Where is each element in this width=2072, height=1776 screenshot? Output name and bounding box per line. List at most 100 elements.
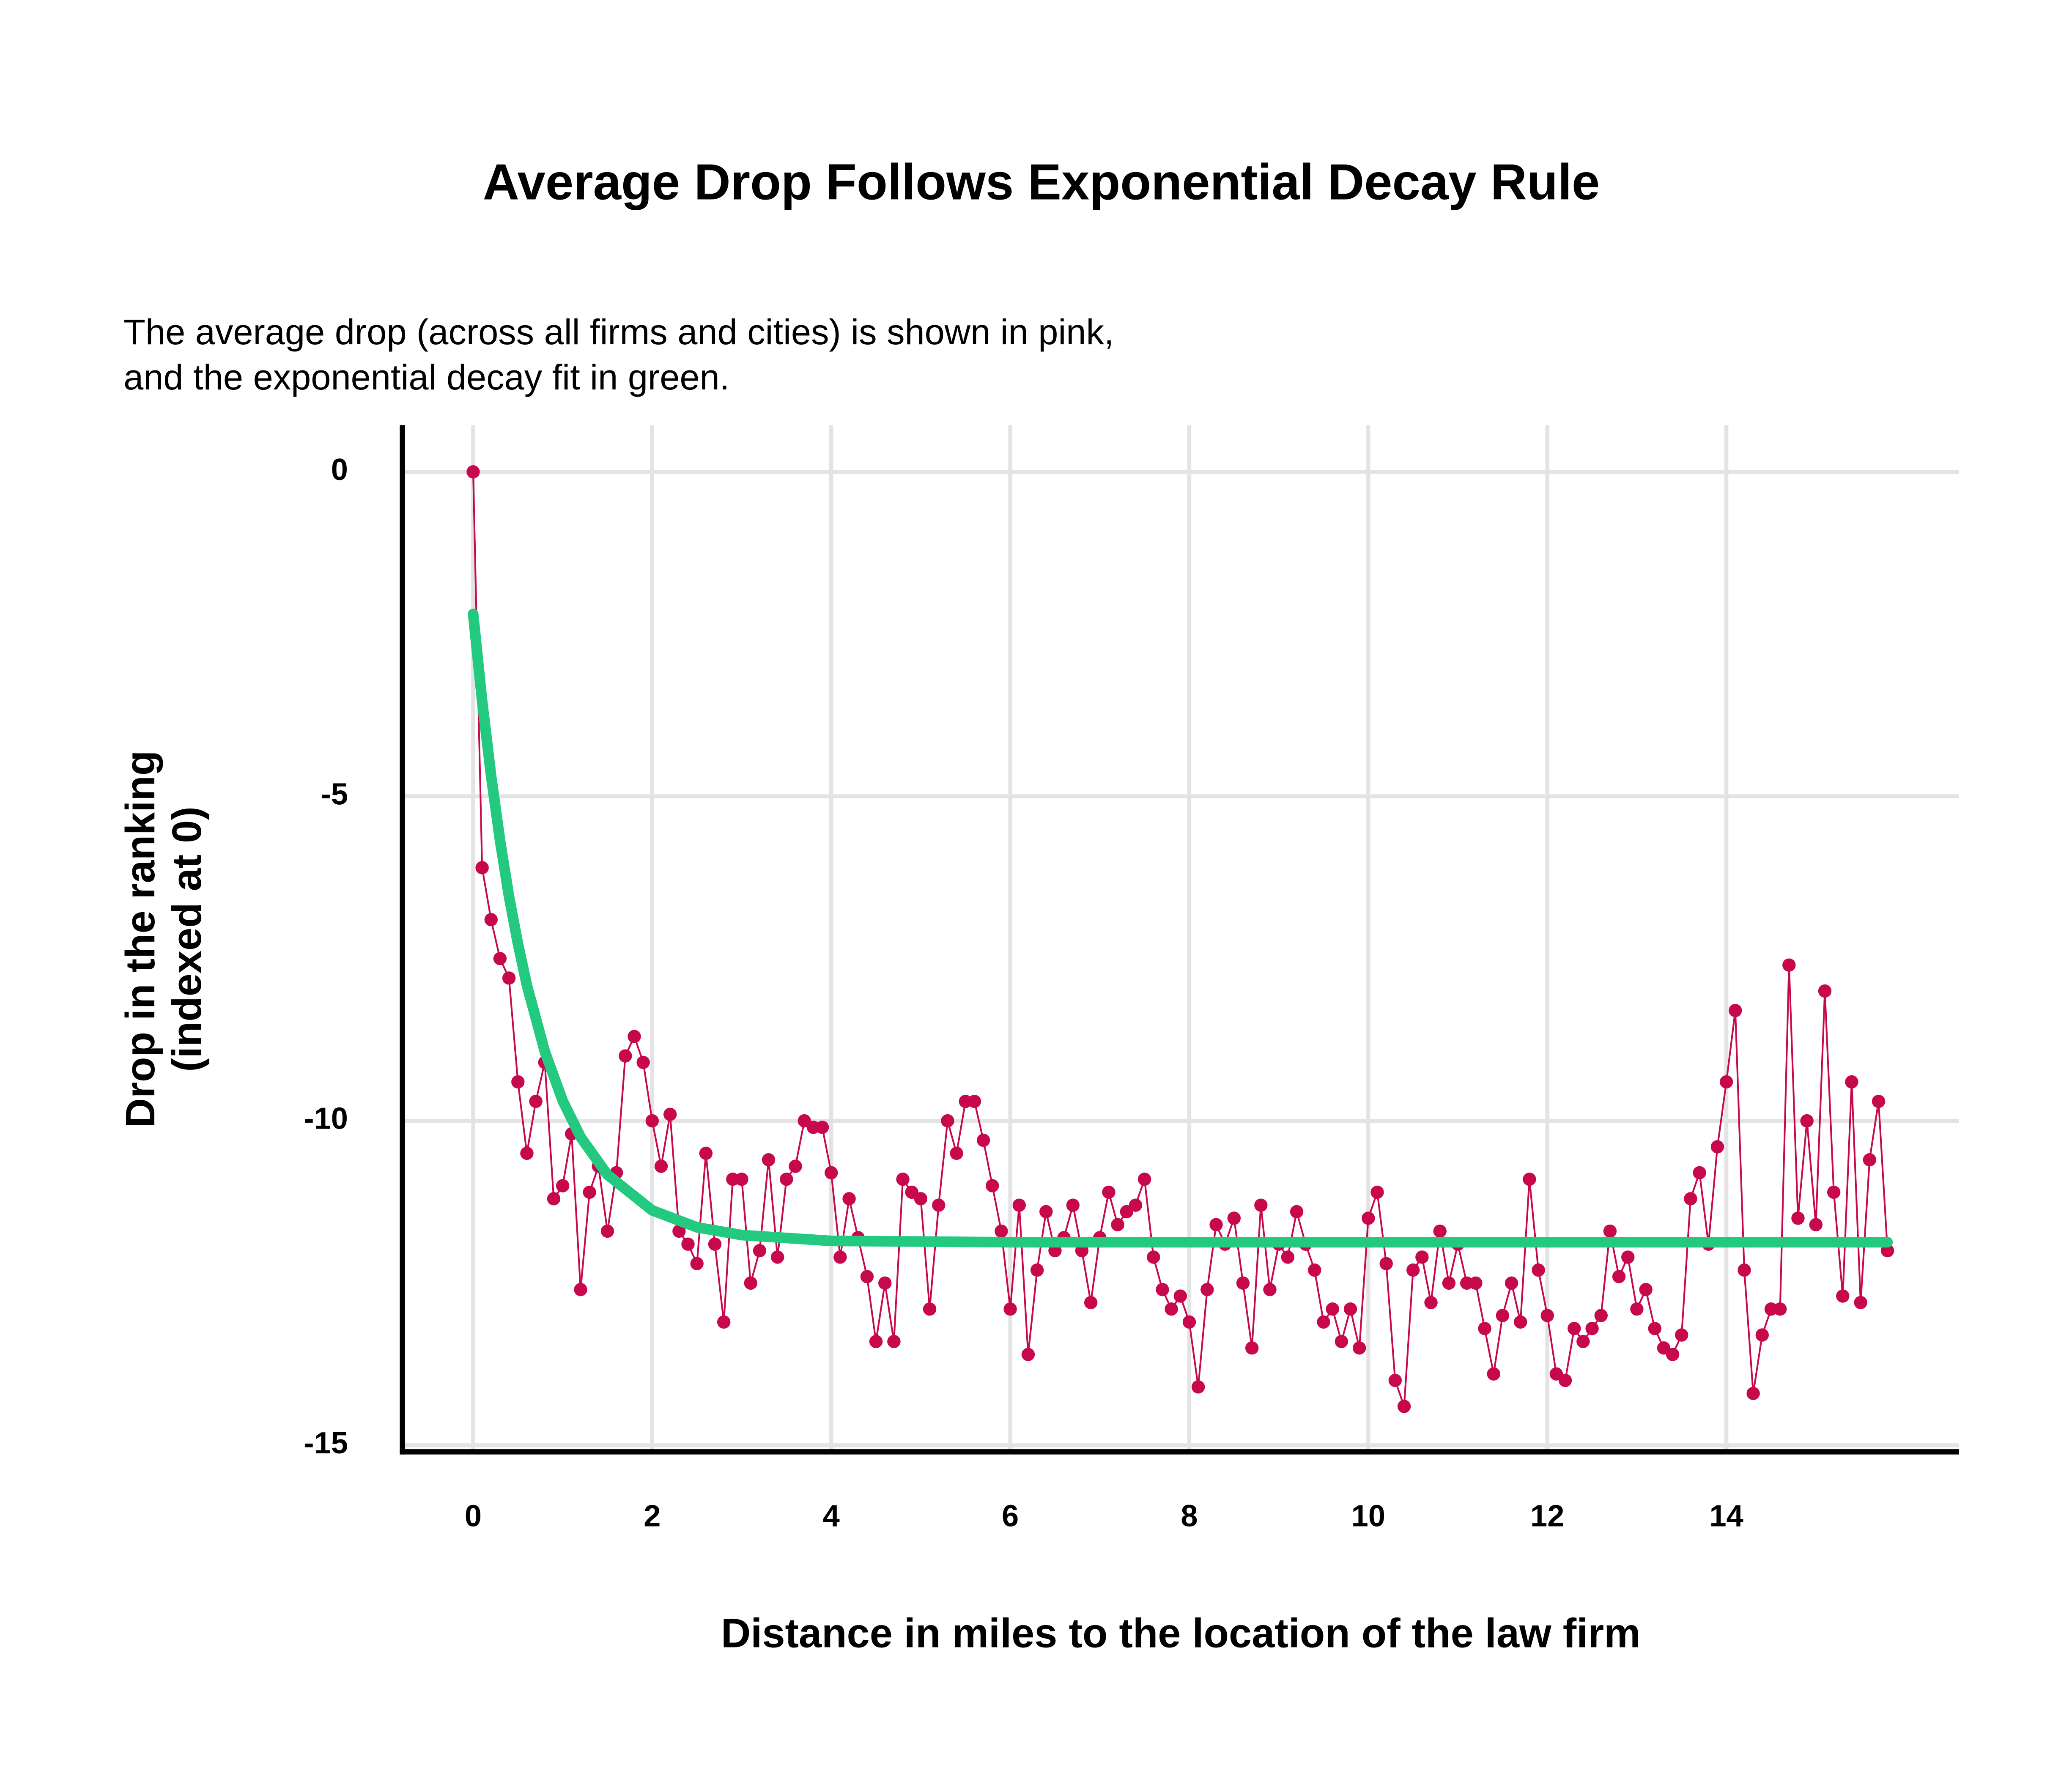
data-point (1200, 1283, 1214, 1296)
x-tick-label: 2 (644, 1499, 661, 1533)
data-point (941, 1114, 954, 1128)
data-point (1818, 984, 1832, 998)
data-point (1137, 1173, 1151, 1186)
data-point (1129, 1198, 1143, 1212)
x-tick-label: 6 (1002, 1499, 1019, 1533)
data-point (1630, 1302, 1644, 1316)
data-point (1397, 1400, 1411, 1413)
data-point (1156, 1283, 1169, 1296)
data-point (628, 1030, 641, 1043)
data-point (1442, 1276, 1456, 1290)
data-point (1424, 1296, 1438, 1310)
data-point (1809, 1218, 1823, 1231)
data-point (1209, 1218, 1223, 1231)
data-point (1738, 1263, 1751, 1277)
data-point (1021, 1348, 1035, 1361)
data-point (1111, 1218, 1124, 1231)
data-point (600, 1224, 614, 1238)
data-point (1791, 1211, 1805, 1225)
data-point (995, 1224, 1008, 1238)
x-axis-title: Distance in miles to the location of the… (721, 1610, 1641, 1656)
data-point (1854, 1296, 1867, 1310)
data-point (1514, 1315, 1527, 1329)
data-point (1746, 1387, 1760, 1400)
x-tick-label: 8 (1181, 1499, 1198, 1533)
data-point (1308, 1263, 1321, 1277)
data-line (472, 471, 1888, 1407)
data-point (735, 1173, 748, 1186)
data-point (1782, 958, 1796, 972)
data-point (1147, 1250, 1160, 1264)
data-point (1505, 1276, 1518, 1290)
data-point (1872, 1094, 1886, 1108)
data-point (1335, 1335, 1348, 1348)
data-point (1496, 1309, 1510, 1322)
data-point (681, 1237, 695, 1251)
data-point (484, 913, 498, 926)
data-point (1558, 1373, 1572, 1387)
data-point (1317, 1315, 1330, 1329)
data-point (1182, 1315, 1196, 1329)
data-point (672, 1224, 686, 1238)
y-tick-label: -15 (304, 1426, 348, 1460)
data-point (1585, 1322, 1599, 1335)
data-point (1173, 1289, 1187, 1303)
data-point (1343, 1302, 1357, 1316)
y-axis-title: Drop in the ranking (117, 751, 163, 1128)
data-point (780, 1173, 793, 1186)
x-tick-label: 12 (1530, 1499, 1564, 1533)
data-point (1648, 1322, 1661, 1335)
data-point (636, 1055, 650, 1069)
data-point (1370, 1185, 1384, 1199)
data-point (1165, 1302, 1178, 1316)
data-point (717, 1315, 731, 1329)
data-point (1281, 1250, 1295, 1264)
data-point (493, 952, 507, 965)
data-point (860, 1270, 874, 1283)
data-point (1621, 1250, 1635, 1264)
data-point (1084, 1296, 1098, 1310)
data-point (1666, 1348, 1680, 1361)
data-point (1863, 1153, 1877, 1167)
data-point (833, 1250, 847, 1264)
data-point (663, 1107, 677, 1121)
data-point (1254, 1198, 1268, 1212)
data-point (1675, 1328, 1688, 1342)
data-point (583, 1185, 596, 1199)
data-point (1612, 1270, 1626, 1283)
data-point (574, 1283, 587, 1296)
data-point (1845, 1075, 1858, 1089)
data-point (1487, 1367, 1500, 1381)
data-point (654, 1159, 668, 1173)
data-point (502, 971, 516, 985)
data-point (1836, 1289, 1850, 1303)
data-point (1532, 1263, 1545, 1277)
data-point (511, 1075, 525, 1089)
data-point (475, 861, 489, 874)
data-point (1693, 1166, 1706, 1180)
data-point (547, 1192, 561, 1206)
data-point (1523, 1173, 1536, 1186)
data-point (869, 1335, 883, 1348)
data-point (1719, 1075, 1733, 1089)
data-point (1710, 1140, 1724, 1154)
y-tick-label: 0 (331, 453, 348, 487)
data-point (708, 1237, 722, 1251)
data-point (1684, 1192, 1697, 1206)
data-point (645, 1114, 659, 1128)
data-point (1102, 1185, 1115, 1199)
data-point (1639, 1283, 1653, 1296)
data-point (1478, 1322, 1491, 1335)
data-point (1227, 1211, 1241, 1225)
data-point (967, 1094, 981, 1108)
data-point (976, 1133, 990, 1147)
data-point (1568, 1322, 1581, 1335)
data-point (771, 1250, 784, 1264)
data-point (1433, 1224, 1447, 1238)
data-point (753, 1244, 767, 1258)
data-point (1039, 1205, 1053, 1219)
x-tick-label: 0 (465, 1499, 482, 1533)
data-point (744, 1276, 757, 1290)
data-point (914, 1192, 928, 1206)
